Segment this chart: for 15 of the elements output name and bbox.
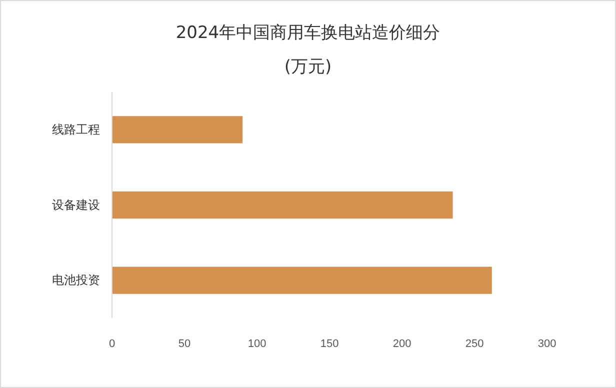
- y-tick-label: 线路工程: [52, 122, 100, 137]
- x-tick-label: 300: [538, 338, 556, 350]
- bar: [112, 191, 453, 219]
- x-tick-label: 0: [108, 338, 116, 350]
- x-tick-label: 200: [392, 338, 412, 350]
- chart-subtitle: (万元): [284, 57, 332, 77]
- x-tick-label: 100: [248, 338, 266, 350]
- x-tick-label: 150: [320, 338, 339, 350]
- y-tick-label: 电池投资: [52, 273, 100, 288]
- x-tick-label: 250: [465, 338, 484, 350]
- y-tick-label: 设备建设: [52, 198, 100, 212]
- bar: [112, 116, 242, 144]
- bar: [112, 266, 492, 294]
- x-tick-label: 50: [178, 338, 191, 350]
- chart-title: 2024年中国商用车换电站造价细分: [176, 23, 440, 43]
